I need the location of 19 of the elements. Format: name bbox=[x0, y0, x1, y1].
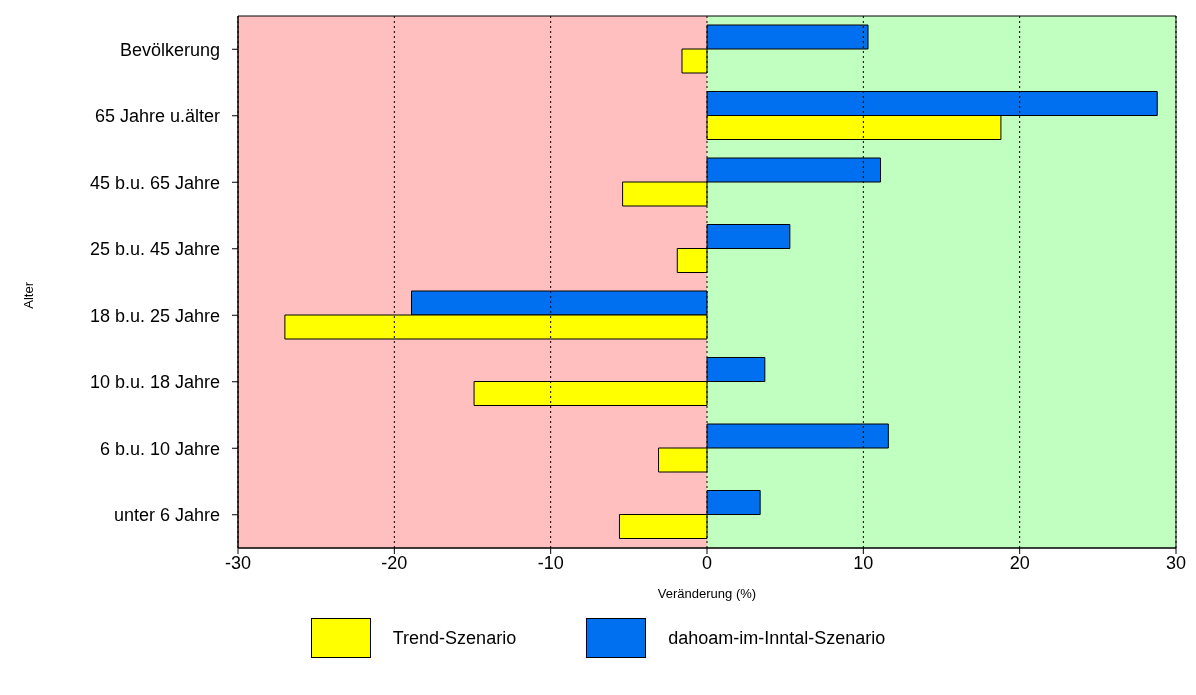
y-axis-title: Alter bbox=[20, 281, 36, 309]
y-tick-label: 18 b.u. 25 Jahre bbox=[89, 305, 220, 326]
y-tick-label: 65 Jahre u.älter bbox=[94, 106, 220, 127]
y-tick-label: Bevölkerung bbox=[119, 39, 220, 60]
y-tick-label: 45 b.u. 65 Jahre bbox=[89, 172, 220, 193]
x-tick-label: -10 bbox=[537, 552, 564, 573]
y-tick-label: unter 6 Jahre bbox=[113, 505, 220, 526]
x-tick-label: 10 bbox=[853, 552, 874, 573]
x-tick-label: 0 bbox=[701, 552, 713, 573]
y-tick-label: 10 b.u. 18 Jahre bbox=[89, 372, 220, 393]
x-tick-label: -30 bbox=[224, 552, 252, 573]
y-tick-label: 6 b.u. 10 Jahre bbox=[99, 438, 220, 459]
x-tick-label: 20 bbox=[1009, 552, 1030, 573]
legend-label: dahoam-im-Inntal-Szenario bbox=[668, 627, 886, 649]
y-tick-label: 25 b.u. 45 Jahre bbox=[89, 239, 220, 260]
legend-label: Trend-Szenario bbox=[392, 627, 517, 649]
x-tick-label: 30 bbox=[1165, 552, 1187, 573]
x-tick-label: -20 bbox=[381, 552, 408, 573]
x-axis-title: Veränderung (%) bbox=[657, 586, 757, 601]
